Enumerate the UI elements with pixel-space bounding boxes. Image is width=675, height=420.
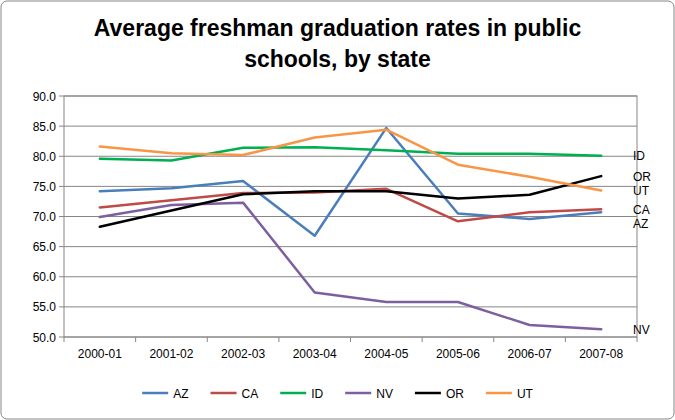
tick-mark <box>59 186 64 187</box>
tick-mark <box>278 337 279 342</box>
series-line <box>100 203 601 330</box>
grid-line <box>64 186 637 187</box>
tick-mark <box>59 216 64 217</box>
tick-label: 90.0 <box>33 90 57 104</box>
legend-swatch <box>211 392 237 395</box>
end-label: NV <box>633 323 650 337</box>
legend-item: UT <box>486 387 534 401</box>
chart-background <box>1 1 674 419</box>
legend: AZ CA ID NV OR UT <box>142 387 533 401</box>
legend-swatch <box>142 392 168 395</box>
tick-label: 75.0 <box>33 180 57 194</box>
tick-mark <box>59 126 64 127</box>
tick-label: 2000-01 <box>78 347 122 361</box>
end-label: UT <box>633 184 650 198</box>
grid-line <box>64 306 637 307</box>
end-label: AZ <box>633 217 648 231</box>
legend-swatch <box>486 392 512 395</box>
tick-label: 70.0 <box>33 210 57 224</box>
title-line: Average freshman graduation rates in pub… <box>94 15 582 41</box>
grid-line <box>64 246 637 247</box>
legend-item: CA <box>211 387 259 401</box>
legend-item: ID <box>280 387 323 401</box>
grid-line <box>64 276 637 277</box>
tick-label: 50.0 <box>33 331 57 345</box>
legend-swatch <box>280 392 306 395</box>
y-axis: 50.0 55.0 60.0 65.0 70.0 75.0 80.0 85.0 90.0 <box>33 90 637 345</box>
legend-swatch <box>415 392 441 395</box>
tick-label: 2001-02 <box>149 347 193 361</box>
legend-item: OR <box>415 387 464 401</box>
title-line: schools, by state <box>244 46 431 72</box>
legend-label: CA <box>242 387 259 401</box>
series-line <box>100 176 601 227</box>
legend-label: AZ <box>173 387 188 401</box>
end-label: ID <box>633 149 645 163</box>
tick-mark <box>493 337 494 342</box>
tick-label: 55.0 <box>33 300 57 314</box>
tick-mark <box>59 306 64 307</box>
legend-label: OR <box>446 387 464 401</box>
tick-label: 2004-05 <box>364 347 408 361</box>
tick-mark <box>59 276 64 277</box>
tick-label: 85.0 <box>33 120 57 134</box>
tick-label: 60.0 <box>33 270 57 284</box>
chart: Average freshman graduation rates in pub… <box>0 0 675 420</box>
tick-mark <box>422 337 423 342</box>
legend-item: NV <box>345 387 393 401</box>
tick-label: 2002-03 <box>221 347 265 361</box>
legend-swatch <box>345 392 371 395</box>
x-axis: 2000-01 2001-02 2002-03 2003-04 2004-05 2005-… <box>64 337 637 361</box>
grid-line <box>64 126 637 127</box>
grid-line <box>64 156 637 157</box>
tick-mark <box>207 337 208 342</box>
title: Average freshman graduation rates in pub… <box>94 15 582 72</box>
series-group <box>100 128 601 329</box>
tick-label: 2005-06 <box>436 347 480 361</box>
legend-label: UT <box>517 387 534 401</box>
tick-mark <box>135 337 136 342</box>
end-label: CA <box>633 203 650 217</box>
tick-mark <box>59 96 64 97</box>
legend-label: NV <box>376 387 393 401</box>
tick-label: 2003-04 <box>293 347 337 361</box>
series-line <box>100 128 601 236</box>
plot-frame <box>64 96 637 337</box>
tick-label: 2007-08 <box>579 347 623 361</box>
tick-mark <box>59 246 64 247</box>
tick-mark <box>637 337 638 342</box>
end-label: OR <box>633 170 651 184</box>
legend-item: AZ <box>142 387 188 401</box>
tick-mark <box>59 156 64 157</box>
tick-label: 80.0 <box>33 150 57 164</box>
end-labels: ID ORUT CAAZ NV <box>633 149 651 337</box>
tick-mark <box>64 337 65 342</box>
legend-label: ID <box>311 387 323 401</box>
series-line <box>100 130 601 191</box>
tick-mark <box>565 337 566 342</box>
tick-mark <box>59 337 64 338</box>
tick-label: 2006-07 <box>508 347 552 361</box>
tick-label: 65.0 <box>33 240 57 254</box>
tick-mark <box>350 337 351 342</box>
